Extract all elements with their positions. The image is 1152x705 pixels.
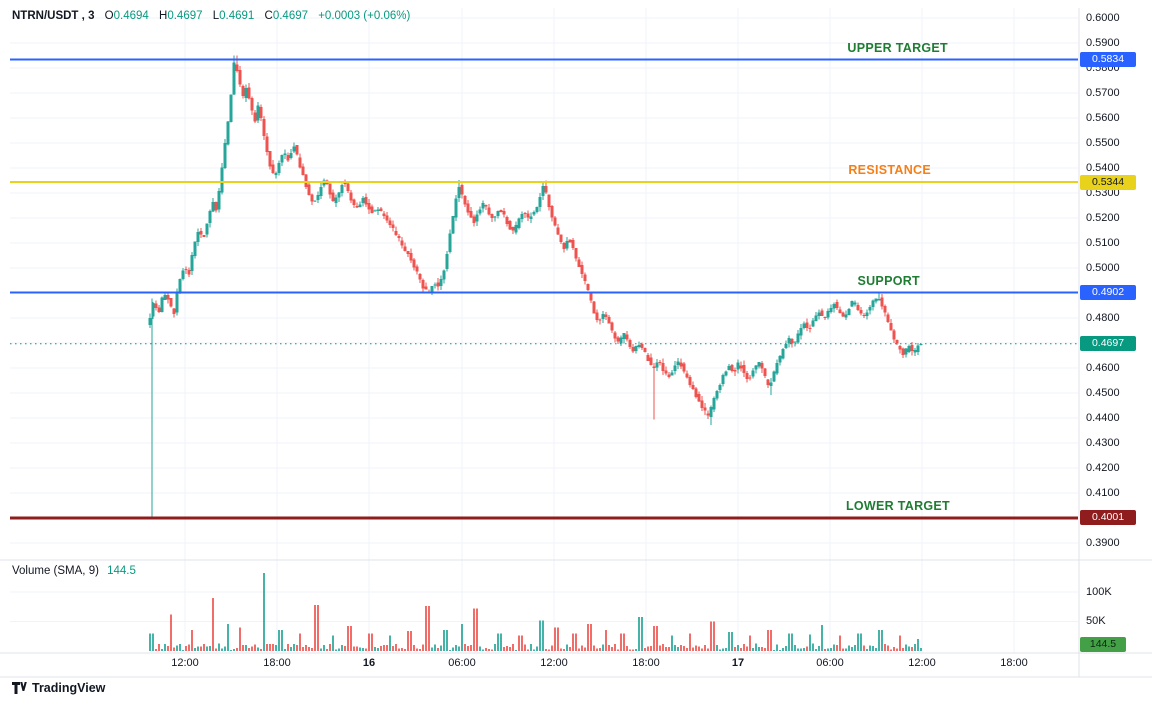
time-tick-label[interactable]: 18:00 <box>632 657 660 669</box>
volume-value-badge: 144.5 <box>1080 637 1126 652</box>
lower-target-label[interactable]: LOWER TARGET <box>845 498 950 513</box>
price-tick-label[interactable]: 0.4100 <box>1086 486 1120 499</box>
interval-value[interactable]: 3 <box>88 10 95 22</box>
tradingview-logo-icon[interactable] <box>12 682 27 694</box>
price-tick-label[interactable]: 0.5000 <box>1086 261 1120 274</box>
change-value: +0.0003 (+0.06%) <box>318 10 411 22</box>
price-tick-label[interactable]: 0.5400 <box>1086 161 1120 174</box>
volume-tick-label[interactable]: 100K <box>1086 585 1112 598</box>
price-tick-label[interactable]: 0.3900 <box>1086 536 1120 549</box>
support-label[interactable]: SUPPORT <box>857 273 920 288</box>
lower-target-price-badge: 0.4001 <box>1080 510 1136 526</box>
price-tick-label[interactable]: 0.4300 <box>1086 436 1120 449</box>
time-tick-label[interactable]: 12:00 <box>540 657 568 669</box>
time-tick-label[interactable]: 17 <box>731 657 745 669</box>
volume-indicator-label: Volume (SMA, 9) <box>12 565 99 577</box>
time-tick-label[interactable]: 12:00 <box>908 657 936 669</box>
price-tick-label[interactable]: 0.4400 <box>1086 411 1120 424</box>
time-tick-label[interactable]: 12:00 <box>171 657 199 669</box>
resistance-price-badge: 0.5344 <box>1080 174 1136 190</box>
time-tick-label[interactable]: 18:00 <box>1000 657 1028 669</box>
volume-tick-label[interactable]: 50K <box>1086 615 1106 627</box>
close-value: C0.4697 <box>264 10 309 22</box>
high-value: H0.4697 <box>159 10 203 22</box>
support-price-badge: 0.4902 <box>1080 285 1136 300</box>
legend-comma: , <box>81 10 85 22</box>
close-label: C <box>264 10 273 22</box>
time-tick-label[interactable]: 06:00 <box>816 657 844 669</box>
price-tick-label[interactable]: 0.4200 <box>1086 461 1120 474</box>
time-tick-label[interactable]: 18:00 <box>263 657 291 669</box>
price-tick-label[interactable]: 0.5200 <box>1086 211 1120 224</box>
price-tick-label[interactable]: 0.6000 <box>1086 11 1120 24</box>
price-tick-label[interactable]: 0.5500 <box>1086 136 1120 149</box>
price-tick-label[interactable]: 0.5600 <box>1086 111 1120 124</box>
price-tick-label[interactable]: 0.5100 <box>1086 236 1120 249</box>
low-label: L <box>212 10 220 22</box>
resistance-label[interactable]: RESISTANCE <box>848 163 931 177</box>
price-tick-label[interactable]: 0.4500 <box>1086 386 1120 399</box>
tradingview-brand[interactable]: TradingView <box>32 681 106 695</box>
price-tick-label[interactable]: 0.5300 <box>1086 186 1120 199</box>
symbol-name[interactable]: NTRN/USDT <box>12 10 79 22</box>
last-price-badge: 0.4697 <box>1080 336 1136 352</box>
open-label: O <box>104 10 114 22</box>
price-tick-label[interactable]: 0.5900 <box>1086 36 1120 49</box>
upper-target-label[interactable]: UPPER TARGET <box>847 40 948 55</box>
time-tick-label[interactable]: 06:00 <box>448 657 476 669</box>
volume-sma-value: 144.5 <box>107 565 136 577</box>
time-tick-label[interactable]: 16 <box>362 657 376 669</box>
high-label: H <box>159 10 168 22</box>
price-tick-label[interactable]: 0.4600 <box>1086 361 1120 374</box>
low-value: L0.4691 <box>212 10 255 22</box>
price-tick-label[interactable]: 0.5700 <box>1086 86 1120 99</box>
symbol-legend[interactable]: NTRN/USDT , 3 O0.4694 H0.4697 L0.4691 C0… <box>12 10 410 22</box>
upper-target-price-badge: 0.5834 <box>1080 52 1136 67</box>
price-tick-label[interactable]: 0.4800 <box>1086 311 1120 324</box>
volume-legend[interactable]: Volume (SMA, 9) 144.5 <box>12 565 136 577</box>
open-value: O0.4694 <box>104 10 149 22</box>
footer: TradingView <box>12 681 105 695</box>
